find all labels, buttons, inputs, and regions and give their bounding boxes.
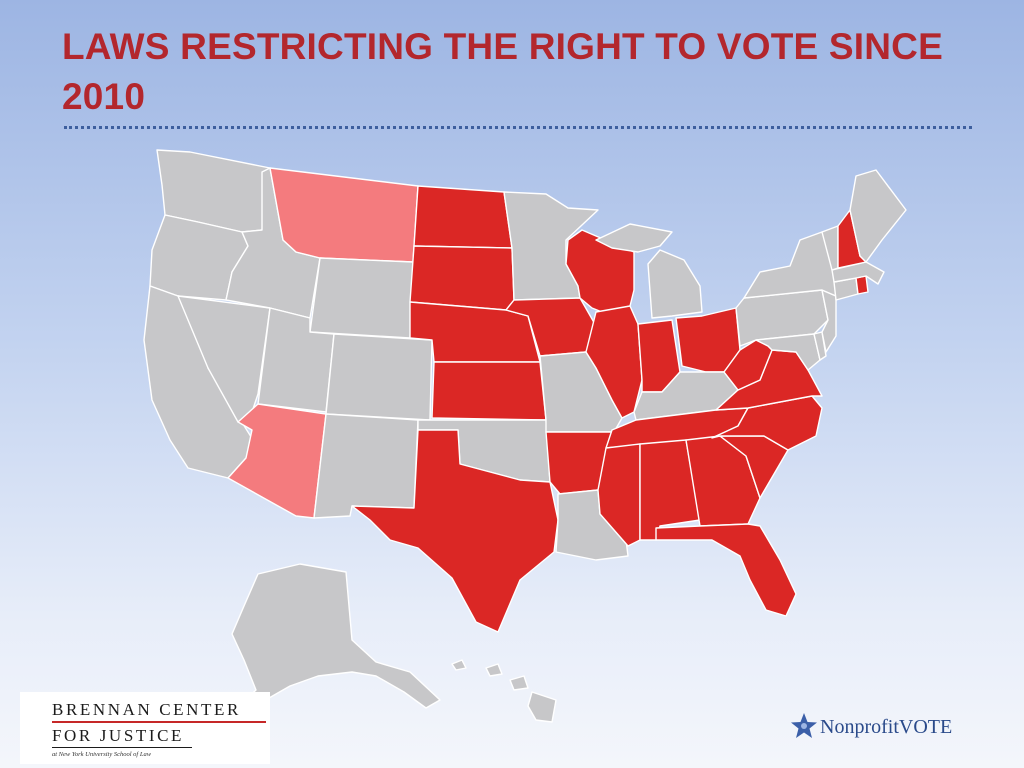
state-nm[interactable] (313, 413, 419, 519)
state-mi[interactable] (595, 223, 703, 319)
state-nd[interactable] (413, 185, 513, 249)
star-icon (791, 713, 817, 738)
state-hi[interactable] (451, 659, 557, 723)
state-tx[interactable] (351, 429, 559, 633)
state-ri[interactable] (855, 275, 869, 295)
state-az[interactable] (227, 403, 327, 519)
title-divider (64, 126, 972, 129)
state-wy[interactable] (309, 257, 414, 339)
brennan-line2: FOR JUSTICE (52, 726, 185, 745)
state-ny[interactable] (743, 231, 837, 299)
state-sd[interactable] (409, 245, 515, 311)
brennan-red-rule (52, 721, 266, 723)
slide-title: LAWS RESTRICTING THE RIGHT TO VOTE SINCE… (62, 26, 943, 117)
brennan-line1: BRENNAN CENTER (52, 700, 241, 719)
state-fl[interactable] (655, 523, 797, 617)
state-mt[interactable] (269, 167, 419, 263)
state-ma[interactable] (831, 261, 885, 285)
state-me[interactable] (849, 169, 907, 263)
state-nc[interactable] (711, 395, 823, 451)
nonprofit-vote-logo: NonprofitVOTE (790, 712, 980, 742)
brennan-black-rule (52, 747, 192, 748)
brennan-center-logo: BRENNAN CENTER FOR JUSTICE at New York U… (20, 692, 270, 764)
state-il[interactable] (585, 305, 643, 419)
brennan-line3: at New York University School of Law (52, 751, 152, 758)
state-ak[interactable] (231, 563, 441, 713)
state-co[interactable] (325, 333, 433, 421)
nonprofit-vote-text: NonprofitVOTE (820, 716, 953, 738)
state-ks[interactable] (431, 361, 547, 421)
